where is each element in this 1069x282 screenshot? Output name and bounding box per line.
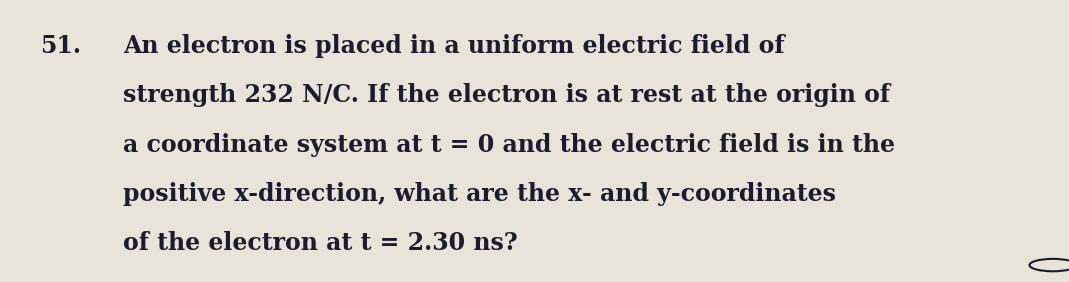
Text: positive x-direction, what are the x- and y-coordinates: positive x-direction, what are the x- an… — [123, 182, 836, 206]
Text: strength 232 N/C. If the electron is at rest at the origin of: strength 232 N/C. If the electron is at … — [123, 83, 889, 107]
Text: 51.: 51. — [41, 34, 81, 58]
Text: An electron is placed in a uniform electric field of: An electron is placed in a uniform elect… — [123, 34, 785, 58]
Circle shape — [1029, 259, 1069, 271]
Text: of the electron at t = 2.30 ns?: of the electron at t = 2.30 ns? — [123, 231, 517, 255]
Text: a coordinate system at t = 0 and the electric field is in the: a coordinate system at t = 0 and the ele… — [123, 133, 895, 157]
